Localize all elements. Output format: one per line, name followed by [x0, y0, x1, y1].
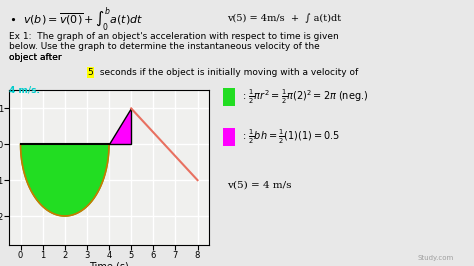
Text: $\bullet$  $v(b) = \overline{v(0)} + \int_0^b a(t)dt$: $\bullet$ $v(b) = \overline{v(0)} + \int…: [9, 5, 144, 34]
Text: : $\frac{1}{2}\pi r^2 = \frac{1}{2}\pi(2)^2 = 2\pi$ (neg.): : $\frac{1}{2}\pi r^2 = \frac{1}{2}\pi(2…: [242, 88, 368, 106]
Polygon shape: [109, 108, 131, 144]
X-axis label: Time (s): Time (s): [89, 261, 129, 266]
Text: v(5) = 4m/s  +  ∫ a(t)dt: v(5) = 4m/s + ∫ a(t)dt: [228, 13, 342, 23]
Text: seconds if the object is initially moving with a velocity of: seconds if the object is initially movin…: [97, 68, 358, 77]
Text: object after: object after: [9, 32, 65, 62]
Polygon shape: [20, 144, 109, 216]
Text: v(5) = 4 m/s: v(5) = 4 m/s: [228, 181, 292, 190]
Text: Ex 1:  The graph of an object's acceleration with respect to time is given
below: Ex 1: The graph of an object's accelerat…: [9, 32, 339, 62]
Text: 5: 5: [88, 68, 93, 77]
Text: : $\frac{1}{2}bh = \frac{1}{2}(1)(1) = 0.5$: : $\frac{1}{2}bh = \frac{1}{2}(1)(1) = 0…: [242, 128, 340, 146]
Text: Study.com: Study.com: [417, 255, 453, 261]
Text: 4 m/s.: 4 m/s.: [9, 85, 40, 94]
